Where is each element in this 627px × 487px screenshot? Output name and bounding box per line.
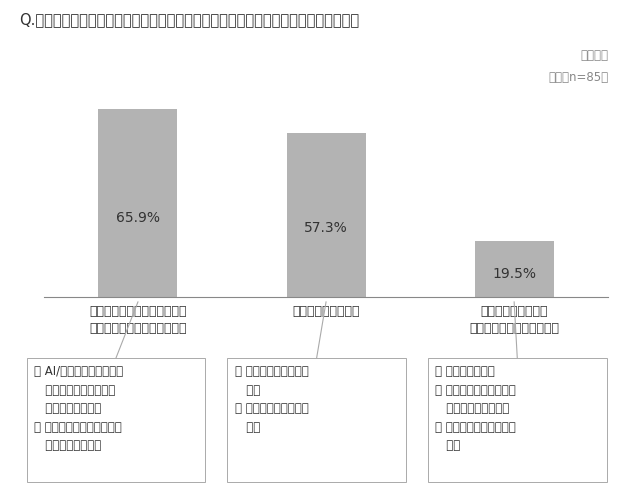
Bar — [287, 133, 366, 297]
Text: ・ AI/ロボットと競合しな
   いと思われるスキルの
   習熟を図っている
・ 複数の専門性を持つよう
   にしている　など: ・ AI/ロボットと競合しな いと思われるスキルの 習熟を図っている ・ 複数の… — [34, 365, 124, 452]
Text: 全体（n=85）: 全体（n=85） — [548, 71, 608, 84]
Bar — [98, 109, 177, 297]
Bar — [475, 241, 554, 297]
Text: 57.3%: 57.3% — [304, 221, 348, 235]
Text: 19.5%: 19.5% — [492, 267, 536, 281]
Text: ・ 業種転換を検討して
   いる
・ 転職活動をしている
   など: ・ 業種転換を検討して いる ・ 転職活動をしている など — [235, 365, 308, 434]
Text: 複数回答: 複数回答 — [580, 49, 608, 62]
Text: ・ 貯金をしている
・ 働かなくていい生活を
   送る準備をしている
・ 結婚しようとしている
   など: ・ 貯金をしている ・ 働かなくていい生活を 送る準備をしている ・ 結婚しよう… — [435, 365, 516, 452]
Text: Q.対策を行っていると答えた方にお伺いします。どのような対策を行っていますか。: Q.対策を行っていると答えた方にお伺いします。どのような対策を行っていますか。 — [19, 12, 359, 27]
Text: 65.9%: 65.9% — [116, 211, 160, 225]
